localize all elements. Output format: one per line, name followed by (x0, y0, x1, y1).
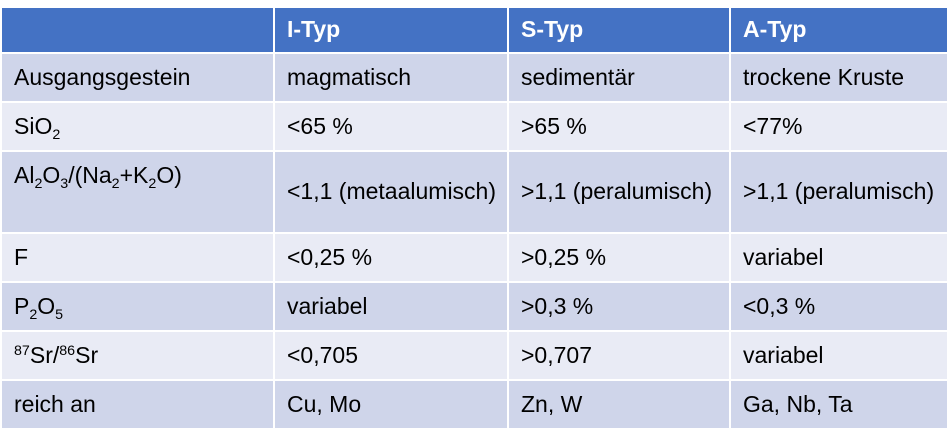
cell-a-typ: variabel (729, 232, 947, 283)
table-row: P2O5 variabel >0,3 % <0,3 % (0, 281, 947, 332)
row-label: P2O5 (0, 281, 275, 332)
cell-i-typ: Cu, Mo (273, 379, 509, 430)
cell-a-typ: Ga, Nb, Ta (729, 379, 947, 430)
table-row: 87Sr/86Sr <0,705 >0,707 variabel (0, 330, 947, 381)
cell-a-typ: <0,3 % (729, 281, 947, 332)
cell-i-typ: variabel (273, 281, 509, 332)
cell-s-typ: >0,3 % (507, 281, 731, 332)
row-label: Ausgangsgestein (0, 52, 275, 103)
cell-i-typ: <0,705 (273, 330, 509, 381)
cell-s-typ: >65 % (507, 101, 731, 152)
header-cell-i-typ: I-Typ (273, 6, 509, 54)
table-row: reich an Cu, Mo Zn, W Ga, Nb, Ta (0, 379, 947, 430)
table-row: SiO2 <65 % >65 % <77% (0, 101, 947, 152)
cell-a-typ: trockene Kruste (729, 52, 947, 103)
cell-i-typ: magmatisch (273, 52, 509, 103)
table-row: Al2O3/(Na2+K2O) <1,1 (metaalumisch) >1,1… (0, 150, 947, 234)
cell-s-typ: >0,707 (507, 330, 731, 381)
cell-i-typ: <65 % (273, 101, 509, 152)
row-label: 87Sr/86Sr (0, 330, 275, 381)
row-label: reich an (0, 379, 275, 430)
table-body: Ausgangsgestein magmatisch sedimentär tr… (0, 52, 947, 430)
cell-s-typ: Zn, W (507, 379, 731, 430)
table-row: F <0,25 % >0,25 % variabel (0, 232, 947, 283)
row-label: Al2O3/(Na2+K2O) (0, 150, 275, 234)
cell-a-typ: variabel (729, 330, 947, 381)
cell-i-typ: <0,25 % (273, 232, 509, 283)
cell-i-typ: <1,1 (metaalumisch) (273, 150, 509, 234)
row-label: F (0, 232, 275, 283)
row-label: SiO2 (0, 101, 275, 152)
cell-s-typ: >1,1 (peralumisch) (507, 150, 731, 234)
header-cell-empty (0, 6, 275, 54)
table-row: Ausgangsgestein magmatisch sedimentär tr… (0, 52, 947, 103)
header-cell-a-typ: A-Typ (729, 6, 947, 54)
granite-type-table: I-Typ S-Typ A-Typ Ausgangsgestein magmat… (0, 6, 947, 430)
table-header: I-Typ S-Typ A-Typ (0, 6, 947, 54)
cell-s-typ: sedimentär (507, 52, 731, 103)
cell-a-typ: >1,1 (peralumisch) (729, 150, 947, 234)
cell-s-typ: >0,25 % (507, 232, 731, 283)
header-cell-s-typ: S-Typ (507, 6, 731, 54)
header-row: I-Typ S-Typ A-Typ (0, 6, 947, 54)
cell-a-typ: <77% (729, 101, 947, 152)
